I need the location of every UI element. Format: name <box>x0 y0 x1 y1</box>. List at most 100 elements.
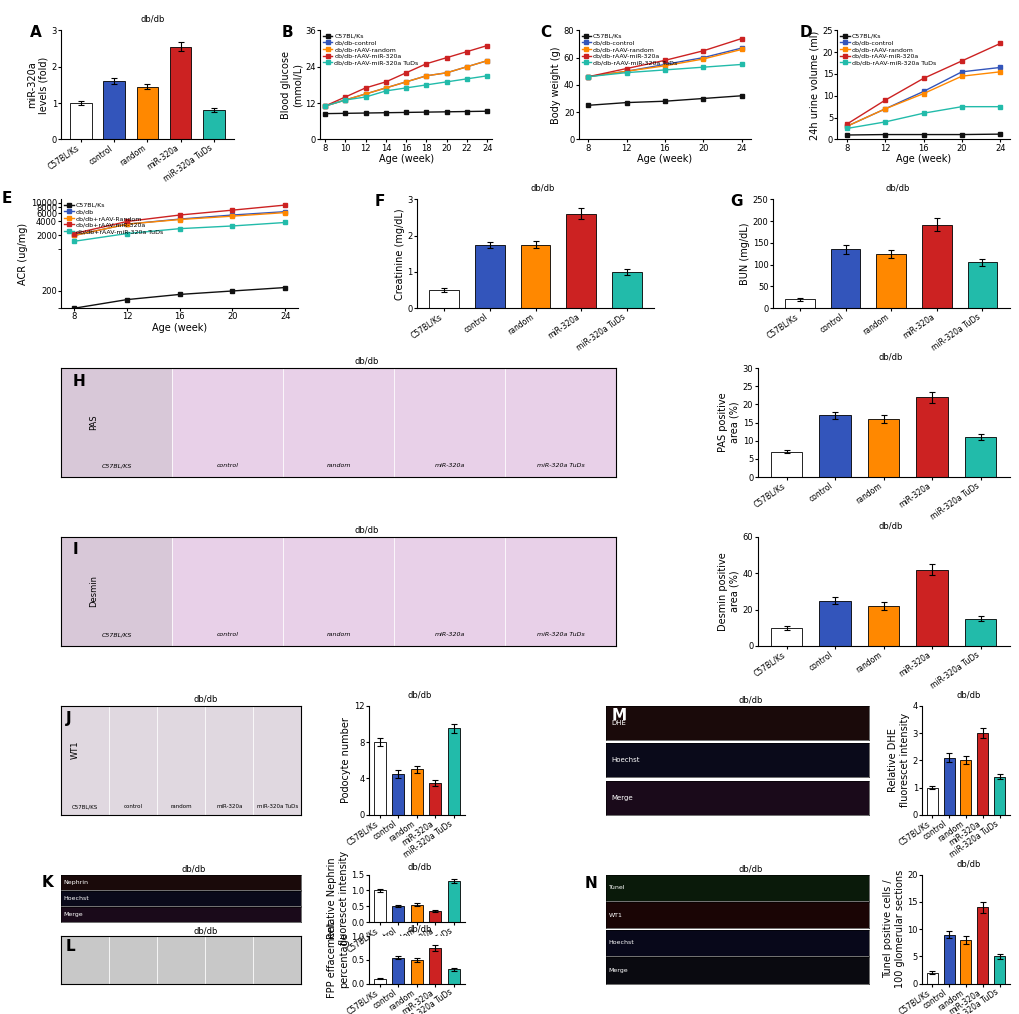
Bar <box>818 416 850 477</box>
Text: db/db: db/db <box>193 695 217 704</box>
Text: C57BL/KS: C57BL/KS <box>102 632 131 637</box>
Y-axis label: 24h urine volume (ml): 24h urine volume (ml) <box>809 30 819 140</box>
Text: db/db: db/db <box>354 357 378 366</box>
Text: db/db: db/db <box>738 696 762 705</box>
Bar <box>411 904 423 922</box>
Bar <box>429 911 441 922</box>
Text: Hoechst: Hoechst <box>610 757 639 764</box>
Bar <box>960 940 970 984</box>
Bar <box>283 368 393 477</box>
Bar <box>205 706 253 814</box>
Bar <box>392 907 404 922</box>
Bar <box>411 770 423 814</box>
Text: miR-320a: miR-320a <box>434 463 465 468</box>
Bar <box>960 760 970 814</box>
Bar <box>393 537 504 646</box>
Y-axis label: Relative DHE
fluorescet intensity: Relative DHE fluorescet intensity <box>888 713 909 807</box>
Bar <box>964 437 996 477</box>
Text: M: M <box>610 708 626 723</box>
Bar <box>205 936 253 984</box>
Text: D: D <box>799 25 811 40</box>
Text: J: J <box>66 711 71 726</box>
Bar <box>867 419 899 477</box>
Bar <box>921 224 951 308</box>
Text: K: K <box>42 875 54 890</box>
Bar <box>504 537 615 646</box>
Bar <box>392 774 404 814</box>
Text: miR-320a TuDs: miR-320a TuDs <box>257 804 298 809</box>
Y-axis label: Desmin positive
area (%): Desmin positive area (%) <box>717 552 739 631</box>
Text: miR-320a: miR-320a <box>434 632 465 637</box>
Text: Hoechst: Hoechst <box>63 895 90 900</box>
Text: WT1: WT1 <box>70 740 79 758</box>
Bar <box>447 881 460 922</box>
Text: db/db: db/db <box>181 865 206 874</box>
Text: control: control <box>123 804 143 809</box>
Bar <box>875 254 905 308</box>
Legend: C57BL/Ks, db/db-control, db/db-rAAV-random, db/db-rAAV-miR-320a, db/db-rAAV-miR-: C57BL/Ks, db/db-control, db/db-rAAV-rand… <box>581 33 677 66</box>
Bar <box>504 368 615 477</box>
Bar <box>253 936 302 984</box>
Bar <box>926 788 936 814</box>
Y-axis label: BUN (mg/dL): BUN (mg/dL) <box>739 222 749 285</box>
Bar <box>915 570 947 646</box>
Text: db/db: db/db <box>530 184 554 193</box>
Text: H: H <box>72 373 85 388</box>
Text: db/db: db/db <box>354 526 378 534</box>
Text: control: control <box>216 632 238 637</box>
Bar <box>169 47 192 139</box>
Bar <box>103 81 125 139</box>
Bar <box>137 87 158 139</box>
Y-axis label: Relative Nephrin
fluorescet intensity: Relative Nephrin fluorescet intensity <box>327 852 348 945</box>
Text: Desmin: Desmin <box>89 575 98 607</box>
Y-axis label: Creatinine (mg/dL): Creatinine (mg/dL) <box>394 208 405 299</box>
Bar <box>411 960 423 984</box>
Text: E: E <box>2 191 12 206</box>
Y-axis label: PAS positive
area (%): PAS positive area (%) <box>717 392 739 452</box>
Bar <box>943 935 954 984</box>
Y-axis label: Podocyte number: Podocyte number <box>341 717 351 803</box>
Text: miR-320a TuDs: miR-320a TuDs <box>536 632 584 637</box>
Text: random: random <box>326 463 351 468</box>
Legend: C57BL/Ks, db/db-control, db/db-rAAV-random, db/db-rAAV-miR-320a, db/db-rAAV-miR-: C57BL/Ks, db/db-control, db/db-rAAV-rand… <box>323 33 418 66</box>
Bar <box>926 972 936 984</box>
Bar <box>172 537 283 646</box>
Bar <box>61 368 172 477</box>
Legend: C57BL/Ks, db/db-control, db/db-rAAV-random, db/db-rAAV-miR-320a, db/db-rAAV-miR-: C57BL/Ks, db/db-control, db/db-rAAV-rand… <box>840 33 935 66</box>
Legend: C57BL/Ks, db/db, db/db+rAAV-Random, db/db+rAAV-miR-320a, db/db+rAAV-miR-320a TuD: C57BL/Ks, db/db, db/db+rAAV-Random, db/d… <box>64 203 163 234</box>
Bar <box>976 908 987 984</box>
Bar <box>393 368 504 477</box>
Bar <box>374 742 385 814</box>
Text: Hoechst: Hoechst <box>608 940 634 945</box>
Text: Merge: Merge <box>63 912 84 917</box>
Bar <box>447 969 460 984</box>
Text: db/db: db/db <box>140 15 164 24</box>
Text: db/db: db/db <box>738 864 762 873</box>
Bar <box>283 537 393 646</box>
Bar <box>976 733 987 814</box>
Text: db/db: db/db <box>407 691 431 700</box>
Text: db/db: db/db <box>878 521 902 530</box>
Bar <box>374 890 385 922</box>
Bar <box>994 777 1004 814</box>
Text: miR-320a TuDs: miR-320a TuDs <box>536 463 584 468</box>
Bar <box>520 244 550 308</box>
Text: control: control <box>216 463 238 468</box>
Bar <box>109 936 157 984</box>
Text: A: A <box>31 25 42 40</box>
Bar <box>566 214 595 308</box>
X-axis label: Age (week): Age (week) <box>378 154 433 164</box>
Bar <box>770 628 802 646</box>
Bar <box>964 619 996 646</box>
Text: G: G <box>730 194 742 209</box>
Text: C: C <box>540 25 551 40</box>
Text: C57BL/KS: C57BL/KS <box>72 804 98 809</box>
Text: DHE: DHE <box>610 720 626 726</box>
Text: random: random <box>326 632 351 637</box>
Bar <box>253 706 302 814</box>
Bar <box>429 948 441 984</box>
Bar <box>429 290 459 308</box>
Text: db/db: db/db <box>878 353 902 362</box>
Y-axis label: FPP effacement
percentage: FPP effacement percentage <box>327 922 348 998</box>
Bar <box>770 451 802 477</box>
